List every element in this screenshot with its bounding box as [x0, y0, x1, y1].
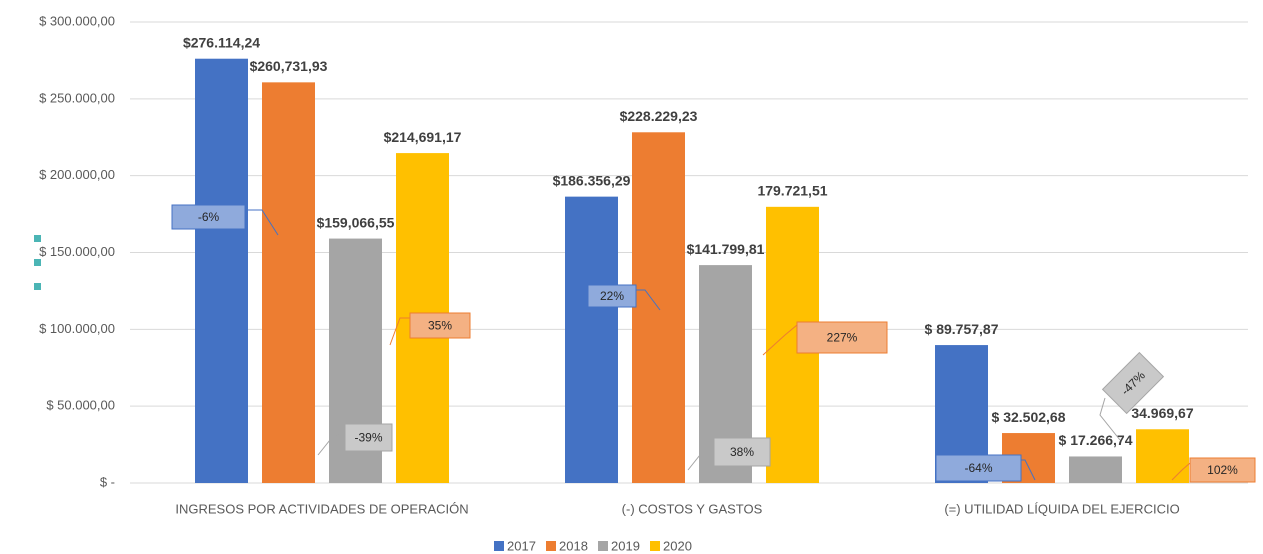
bar — [565, 196, 618, 483]
annotation: 38% — [730, 445, 754, 459]
annotation: -6% — [198, 210, 220, 224]
y-tick-label: $ - — [100, 474, 115, 489]
callout-box — [1189, 457, 1256, 483]
callout: 102% — [1189, 457, 1256, 483]
callout-box — [796, 321, 888, 354]
data-label: $214,691,17 — [384, 129, 462, 145]
callout: -39% — [344, 423, 393, 452]
callout-box — [1101, 351, 1165, 415]
data-label: $159,066,55 — [317, 214, 395, 230]
legend-label: 2017 — [507, 538, 536, 553]
data-label: $ 17.266,74 — [1059, 432, 1133, 448]
callout: -47% — [1101, 351, 1165, 415]
annotation: 35% — [428, 319, 452, 333]
decoration — [34, 259, 41, 266]
callout-box — [409, 312, 471, 339]
data-label: $141.799,81 — [687, 241, 765, 257]
legend-swatch — [494, 541, 504, 551]
y-tick-label: $ 250.000,00 — [39, 90, 115, 105]
callout: 227% — [796, 321, 888, 354]
callout: 35% — [409, 312, 471, 339]
data-label: $ 89.757,87 — [925, 321, 999, 337]
data-label: $186.356,29 — [553, 172, 631, 188]
y-tick-label: $ 150.000,00 — [39, 244, 115, 259]
callout-box — [171, 204, 246, 230]
leader-line — [687, 442, 715, 471]
legend-label: 2019 — [611, 538, 640, 553]
data-label: 179.721,51 — [757, 183, 827, 199]
legend-swatch — [650, 541, 660, 551]
data-label: $260,731,93 — [250, 58, 328, 74]
callout-box — [344, 423, 393, 452]
x-tick-label: INGRESOS POR ACTIVIDADES DE OPERACIÓN — [175, 501, 468, 516]
legend-label: 2018 — [559, 538, 588, 553]
x-tick-label: (=) UTILIDAD LÍQUIDA DEL EJERCICIO — [944, 501, 1179, 516]
y-tick-label: $ 200.000,00 — [39, 167, 115, 182]
leader-line — [245, 209, 279, 236]
decoration — [34, 283, 41, 290]
bar — [195, 58, 248, 483]
annotation: -64% — [964, 461, 992, 475]
leader-line — [389, 317, 410, 346]
leader-line — [317, 429, 346, 456]
annotation: 102% — [1207, 463, 1238, 477]
callout: 22% — [587, 284, 637, 308]
annotation: 22% — [600, 289, 624, 303]
callout: 38% — [713, 437, 771, 467]
callout: -64% — [935, 454, 1022, 482]
data-label: $276.114,24 — [183, 34, 260, 50]
bar — [1069, 456, 1122, 483]
leader-line — [636, 289, 661, 311]
callout-box — [713, 437, 771, 467]
bar — [262, 82, 315, 484]
legend-swatch — [546, 541, 556, 551]
data-label: 34.969,67 — [1131, 405, 1193, 421]
leader-line — [1021, 459, 1036, 481]
legend-label: 2020 — [663, 538, 692, 553]
data-label: $ 32.502,68 — [992, 409, 1066, 425]
y-tick-label: $ 100.000,00 — [39, 321, 115, 336]
decoration — [34, 235, 41, 242]
y-tick-label: $ 300.000,00 — [39, 13, 115, 28]
data-label: $228.229,23 — [620, 108, 698, 124]
callout-box — [935, 454, 1022, 482]
annotation: 227% — [827, 331, 858, 345]
leader-line — [1171, 462, 1191, 481]
leader-line — [762, 324, 798, 356]
callout-box — [587, 284, 637, 308]
x-tick-label: (-) COSTOS Y GASTOS — [622, 501, 763, 516]
legend-swatch — [598, 541, 608, 551]
y-tick-label: $ 50.000,00 — [46, 398, 115, 413]
leader-line — [1099, 397, 1121, 441]
bar — [1136, 429, 1189, 483]
callout: -6% — [171, 204, 246, 230]
annotation: -39% — [354, 431, 382, 445]
